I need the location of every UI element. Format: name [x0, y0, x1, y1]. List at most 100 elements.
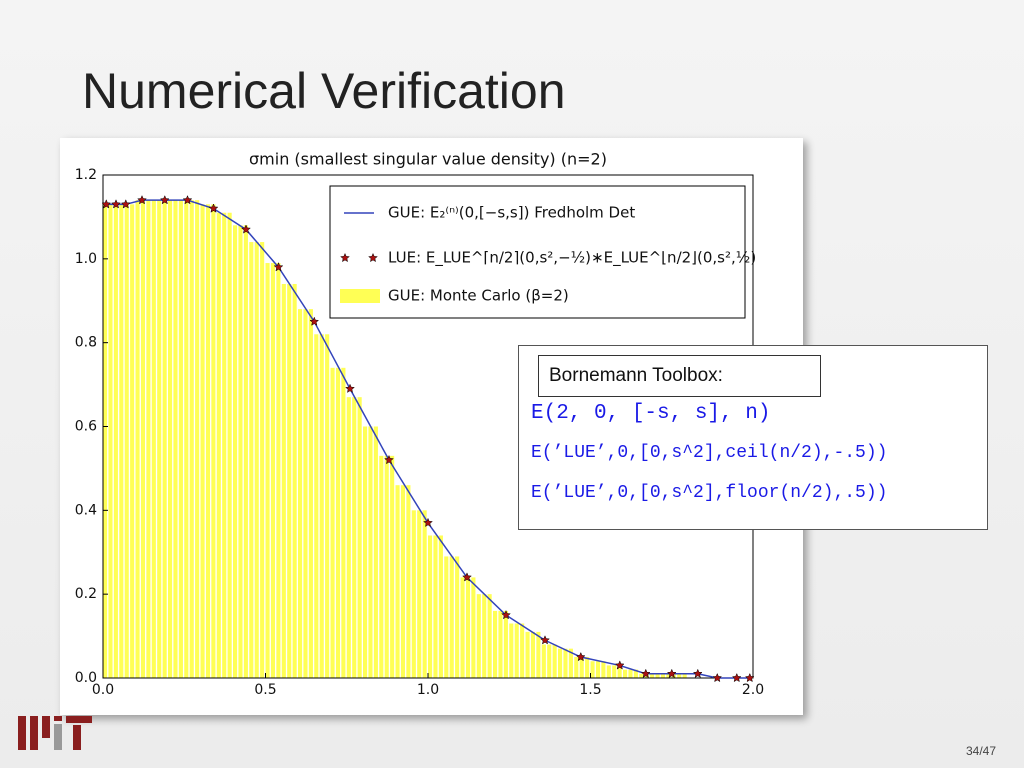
- histogram-bar: [444, 556, 449, 678]
- histogram-bar: [433, 535, 438, 678]
- star-marker: [575, 651, 586, 662]
- histogram-bar: [660, 673, 666, 678]
- histogram-bar: [276, 263, 281, 678]
- histogram-bar: [352, 397, 357, 678]
- histogram-bar: [157, 200, 162, 678]
- histogram-bar: [509, 623, 514, 678]
- histogram-bar: [222, 212, 227, 678]
- y-tick-label: 0.0: [75, 670, 97, 686]
- star-marker: [208, 203, 219, 213]
- star-marker: [462, 572, 472, 582]
- histogram-bar: [633, 669, 638, 678]
- histogram-bar: [650, 673, 655, 678]
- histogram-bar: [422, 510, 427, 678]
- legend-star: [368, 252, 378, 263]
- histogram-bar: [612, 665, 617, 678]
- star-marker: [540, 635, 550, 645]
- y-tick-label: 1.2: [75, 167, 97, 183]
- histogram-bar: [498, 610, 503, 678]
- histogram-bar: [173, 200, 178, 678]
- histogram-bar: [536, 631, 541, 678]
- histogram-bar: [216, 212, 221, 678]
- histogram-bar: [319, 334, 324, 678]
- legend-star: [340, 252, 350, 263]
- code-line: E(2, 0, [-s, s], n): [531, 402, 771, 425]
- histogram-bar: [227, 212, 232, 678]
- histogram-bar: [487, 594, 492, 678]
- y-tick-label: 0.6: [75, 419, 97, 435]
- histogram-bar: [503, 610, 508, 678]
- star-marker: [744, 672, 755, 683]
- histogram-bar: [520, 623, 525, 678]
- y-tick-label: 0.2: [75, 586, 97, 602]
- y-tick-label: 0.8: [75, 335, 97, 351]
- histogram-bar: [606, 665, 611, 678]
- legend-label: GUE: E₂⁽ⁿ⁾(0,[−s,s]) Fredholm Det: [388, 204, 635, 222]
- code-line: E(’LUE’,0,[0,s^2],ceil(n/2),-.5)): [531, 443, 888, 463]
- histogram-bar: [384, 455, 389, 678]
- histogram-bar: [514, 623, 519, 678]
- chart-title: σmin (smallest singular value density) (…: [249, 150, 607, 169]
- x-tick-label: 0.0: [92, 682, 114, 698]
- histogram-bar: [493, 610, 498, 678]
- histogram-bar: [341, 367, 346, 678]
- histogram-bar: [465, 577, 471, 678]
- legend-patch: [340, 289, 380, 303]
- histogram-bar: [677, 673, 682, 678]
- histogram-bar: [146, 200, 151, 678]
- code-line: E(’LUE’,0,[0,s^2],floor(n/2),.5)): [531, 483, 888, 503]
- histogram-bar: [558, 648, 563, 678]
- star-marker: [137, 195, 147, 205]
- histogram-bar: [530, 631, 536, 678]
- histogram-bar: [368, 426, 373, 678]
- star-marker: [273, 262, 284, 272]
- histogram-bar: [411, 510, 416, 678]
- toolbox-label: Bornemann Toolbox:: [538, 355, 821, 397]
- histogram-bar: [124, 204, 129, 678]
- histogram-bar: [314, 334, 319, 678]
- histogram-bar: [471, 577, 476, 678]
- histogram-bar: [108, 204, 113, 678]
- histogram-bar: [428, 535, 433, 678]
- star-marker: [423, 517, 433, 528]
- mit-logo: [18, 716, 92, 750]
- histogram-bar: [547, 644, 552, 678]
- histogram-bar: [270, 263, 276, 678]
- histogram-bar: [238, 225, 243, 679]
- histogram-bar: [682, 673, 687, 678]
- histogram-bar: [623, 669, 628, 678]
- histogram-bar: [205, 204, 211, 678]
- chart: σmin (smallest singular value density) (…: [75, 150, 764, 699]
- histogram-bar: [574, 657, 579, 678]
- histogram-bar: [579, 657, 584, 678]
- histogram-bar: [639, 673, 644, 678]
- histogram-bar: [178, 200, 183, 678]
- histogram-bar: [140, 200, 146, 678]
- star-marker: [640, 668, 651, 678]
- x-tick-label: 2.0: [742, 682, 764, 698]
- legend-box: [329, 185, 746, 319]
- toolbox-box: Bornemann Toolbox: E(2, 0, [-s, s], n) E…: [518, 345, 988, 530]
- histogram-bar: [373, 426, 378, 678]
- legend-label: LUE: E_LUE^⌈n/2⌉(0,s²,−½)∗E_LUE^⌊n/2⌋(0,…: [388, 249, 756, 268]
- x-tick-label: 0.5: [254, 682, 276, 698]
- histogram-bar: [330, 367, 335, 678]
- star-marker: [501, 609, 511, 620]
- histogram-bar: [254, 242, 259, 679]
- histogram-bar: [563, 648, 568, 678]
- histogram-bar: [568, 648, 573, 678]
- histogram-bar: [189, 200, 194, 678]
- histogram-bar: [249, 242, 254, 679]
- histogram-bar: [482, 594, 487, 678]
- y-tick-label: 0.4: [75, 502, 97, 518]
- histogram-bar: [130, 204, 135, 678]
- x-tick-label: 1.0: [417, 682, 439, 698]
- histogram-bar: [119, 204, 124, 678]
- histogram-bar: [260, 242, 265, 679]
- histogram-bar: [335, 367, 341, 678]
- slide-title: Numerical Verification: [82, 63, 566, 119]
- histogram-bar: [666, 673, 671, 678]
- histogram-bar: [281, 283, 286, 678]
- histogram-bar: [379, 455, 384, 678]
